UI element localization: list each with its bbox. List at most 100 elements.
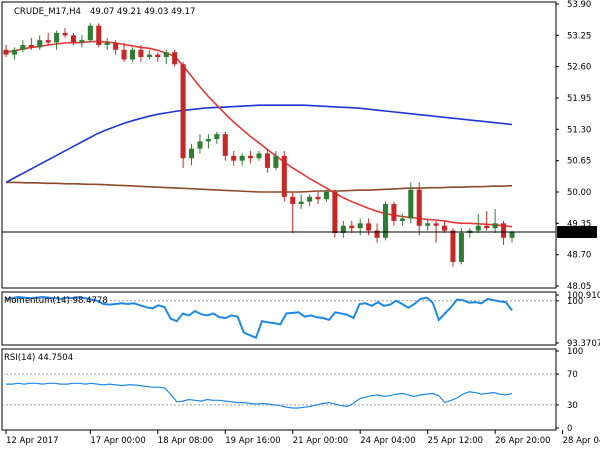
candle-body: [11, 49, 17, 55]
rsi-tick-label: 70: [567, 370, 578, 380]
candle-body: [425, 223, 431, 226]
price-tick-label: 50.00: [567, 188, 591, 198]
candle-body: [28, 44, 34, 48]
fast-moving-average-line: [5, 40, 513, 228]
candle-body: [349, 225, 355, 229]
momentum-panel: 100.9105100 93.3707: [1, 291, 600, 349]
candle-body: [54, 32, 60, 43]
current-price-label: 49.17: [561, 228, 585, 238]
candle-body: [399, 218, 405, 221]
candle-body: [458, 232, 464, 262]
candle-body: [450, 230, 456, 262]
time-tick-label: 26 Apr 20:00: [495, 436, 550, 446]
candle-body: [492, 223, 498, 229]
symbol-label: CRUDE_M17,H4: [14, 7, 81, 17]
candle-body: [172, 52, 178, 65]
candle-body: [332, 192, 338, 233]
momentum-tick-label: 93.3707: [567, 339, 600, 349]
candle-body: [323, 192, 329, 200]
candle-body: [180, 64, 186, 159]
rsi-line: [6, 382, 513, 409]
current-price-tag: [557, 226, 597, 239]
momentum-frame: [1, 291, 557, 346]
price-tick-label: 51.95: [567, 94, 591, 104]
momentum-tick-label: 100.9105: [567, 291, 600, 301]
rsi-tick-label: 0: [567, 424, 572, 434]
ohlc-label: 49.07 49.21 49.03 49.17: [90, 7, 195, 17]
candle-body: [273, 155, 279, 168]
time-tick-label: 12 Apr 2017: [6, 436, 59, 446]
time-tick-label: 19 Apr 16:00: [225, 436, 280, 446]
rsi-tick-label: 30: [567, 401, 578, 411]
candle-body: [79, 40, 85, 43]
candle-body: [256, 153, 262, 159]
momentum-tick-label: 100: [567, 297, 583, 307]
candle-body: [391, 204, 397, 221]
candle-body: [45, 40, 51, 43]
candle-body: [382, 204, 389, 238]
candle-body: [442, 225, 448, 231]
candle-body: [231, 155, 237, 161]
price-frame: [1, 1, 557, 289]
price-tick-label: 48.05: [567, 282, 591, 292]
candle-body: [87, 25, 93, 41]
rsi-title: RSI(14) 44.7504: [4, 353, 73, 363]
candle-body: [138, 49, 144, 58]
time-tick-label: 21 Apr 00:00: [293, 436, 348, 446]
candle-body: [484, 225, 490, 229]
candle-body: [163, 52, 169, 58]
candle-body: [189, 148, 195, 159]
candle-body: [205, 138, 211, 142]
candle-body: [264, 153, 270, 168]
price-tick-label: 49.35: [567, 219, 591, 229]
candle-body: [20, 44, 26, 50]
price-tick-label: 53.25: [567, 31, 591, 41]
candle-body: [121, 49, 127, 60]
candle-body: [104, 42, 110, 45]
candle-body: [408, 189, 414, 219]
candle-body: [37, 40, 43, 48]
candle-body: [501, 223, 507, 238]
candle-body: [96, 25, 102, 45]
candle-body: [146, 54, 152, 58]
price-tick-label: 52.60: [567, 63, 591, 73]
candle-body: [433, 223, 439, 226]
candle-body: [509, 232, 515, 238]
candle-body: [374, 230, 380, 238]
rsi-tick-label: 100: [567, 347, 583, 357]
time-tick-label: 25 Apr 12:00: [428, 436, 483, 446]
mid-moving-average-line: [5, 104, 513, 184]
momentum-title: Momentum(14) 98.4778: [4, 296, 108, 306]
candle-body: [113, 42, 119, 50]
candle-body: [62, 32, 68, 36]
candle-body: [298, 201, 304, 205]
price-tick-label: 48.70: [567, 251, 591, 261]
candle-body: [475, 225, 481, 231]
rsi-panel: 100 70 30 0: [1, 347, 583, 434]
price-tick-label: 51.30: [567, 125, 591, 135]
price-panel: 53.90 53.25 52.60 51.95 51.30 50.65 50.00 49.35…: [1, 0, 597, 292]
candle-body: [307, 196, 313, 202]
time-axis: 12 Apr 2017 17 Apr 00:00 18 Apr 08:00 19 Ap…: [5, 430, 600, 446]
slow-moving-average-line: [6, 181, 513, 193]
candle-body: [281, 155, 287, 197]
price-tick-label: 53.90: [567, 0, 591, 10]
candle-body: [340, 225, 346, 233]
candle-body: [248, 155, 254, 159]
candle-body: [357, 223, 363, 229]
candle-body: [129, 49, 136, 60]
price-tick-label: 50.65: [567, 157, 591, 167]
momentum-line: [5, 295, 513, 340]
candle-body: [155, 54, 161, 58]
time-tick-label: 18 Apr 08:00: [158, 436, 213, 446]
candle-body: [366, 223, 372, 231]
candle-body: [3, 49, 9, 55]
time-tick-label: 24 Apr 04:00: [360, 436, 415, 446]
time-tick-label: 28 Apr 04:00: [563, 436, 600, 446]
candle-body: [290, 196, 296, 205]
time-tick-label: 17 Apr 00:00: [90, 436, 145, 446]
rsi-frame: [1, 348, 557, 431]
candle-body: [214, 134, 220, 139]
candle-body: [70, 35, 76, 43]
